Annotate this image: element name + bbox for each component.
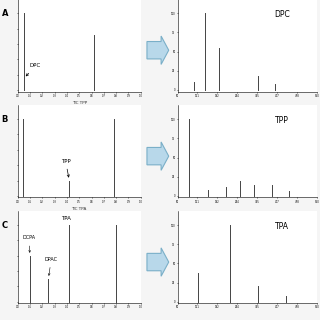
- FancyArrow shape: [147, 36, 169, 64]
- Text: A: A: [2, 9, 8, 18]
- FancyArrow shape: [147, 142, 169, 170]
- Text: DPC: DPC: [274, 11, 290, 20]
- Text: TPP: TPP: [61, 159, 70, 177]
- Text: TPA: TPA: [61, 216, 71, 221]
- Text: TPA: TPA: [275, 222, 289, 231]
- Text: B: B: [2, 115, 8, 124]
- Text: DPC: DPC: [26, 63, 41, 76]
- Text: TPP: TPP: [275, 116, 289, 125]
- Text: DPAC: DPAC: [45, 257, 58, 276]
- Title: TIC TPA: TIC TPA: [71, 207, 87, 211]
- Text: DCPA: DCPA: [22, 236, 36, 252]
- Text: C: C: [2, 221, 8, 230]
- FancyArrow shape: [147, 248, 169, 276]
- Title: TIC TPP: TIC TPP: [72, 101, 87, 105]
